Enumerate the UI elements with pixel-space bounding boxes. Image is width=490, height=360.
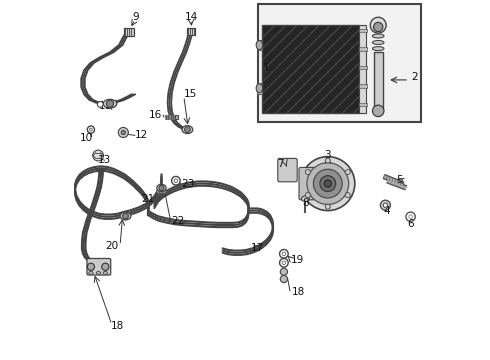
Circle shape [118,127,128,138]
Text: 18: 18 [292,287,305,297]
Ellipse shape [372,47,384,51]
Circle shape [280,275,288,283]
Circle shape [301,157,355,211]
Circle shape [87,126,95,133]
Ellipse shape [157,188,166,195]
Text: 8: 8 [302,198,309,208]
Bar [175,115,178,119]
Text: 21: 21 [141,194,154,204]
Ellipse shape [256,40,263,49]
Ellipse shape [372,34,384,38]
FancyBboxPatch shape [87,258,111,275]
FancyBboxPatch shape [299,167,315,200]
Circle shape [324,180,331,187]
Ellipse shape [182,126,193,134]
Ellipse shape [103,271,107,274]
Circle shape [409,215,413,219]
Bar [360,25,366,113]
Circle shape [372,105,384,117]
Bar [359,103,367,106]
Circle shape [406,212,416,221]
Text: 18: 18 [111,321,124,331]
Ellipse shape [97,271,100,274]
Text: 20: 20 [105,240,118,251]
Text: 2: 2 [411,72,418,82]
Text: 4: 4 [384,206,391,216]
Text: 17: 17 [251,243,264,253]
FancyBboxPatch shape [278,158,297,182]
Text: 11: 11 [98,101,112,111]
Ellipse shape [98,102,103,107]
Circle shape [325,158,330,163]
Text: 14: 14 [184,12,197,22]
Circle shape [325,204,330,209]
Text: 3: 3 [324,150,331,160]
Circle shape [93,150,103,161]
Circle shape [121,130,125,135]
Bar [262,25,360,113]
Circle shape [280,268,288,275]
Text: 19: 19 [291,255,304,265]
Bar [257,40,262,50]
Text: 7: 7 [277,159,284,169]
Circle shape [174,179,178,183]
Bar [359,66,367,69]
Circle shape [159,185,164,190]
Text: 9: 9 [132,12,139,22]
Ellipse shape [120,212,131,220]
Ellipse shape [157,184,166,192]
Circle shape [305,193,310,198]
Bar [258,4,421,122]
Circle shape [90,128,92,131]
Circle shape [307,163,349,204]
Text: 1: 1 [263,63,269,73]
Circle shape [345,193,350,198]
Ellipse shape [372,41,384,45]
Circle shape [102,263,109,270]
Circle shape [185,127,190,132]
Circle shape [87,263,95,270]
Bar [124,28,134,36]
Circle shape [282,261,286,265]
Circle shape [172,176,180,185]
Bar [359,29,367,32]
Text: 16: 16 [149,110,162,120]
Bar [359,47,367,51]
Circle shape [305,170,310,175]
Circle shape [122,213,128,219]
Bar [257,83,262,94]
Circle shape [282,252,286,256]
Ellipse shape [301,196,310,202]
Ellipse shape [89,271,93,274]
Circle shape [380,200,391,210]
Text: 12: 12 [135,130,148,140]
Circle shape [314,169,342,198]
Bar [359,84,367,88]
Ellipse shape [103,99,117,108]
Text: 22: 22 [171,216,184,226]
Text: 6: 6 [407,219,414,229]
Text: 13: 13 [98,155,111,165]
Circle shape [159,189,164,194]
Text: 15: 15 [184,89,197,99]
Circle shape [280,249,288,258]
Bar [187,28,196,35]
Circle shape [280,258,288,267]
Text: 5: 5 [396,175,403,185]
Text: 10: 10 [80,132,93,143]
Circle shape [383,203,388,207]
Circle shape [320,176,336,192]
Circle shape [345,170,350,175]
Circle shape [370,17,386,33]
Ellipse shape [256,84,263,93]
Circle shape [373,22,383,32]
Text: 23: 23 [181,179,194,189]
Bar [373,52,383,110]
Circle shape [106,100,114,107]
